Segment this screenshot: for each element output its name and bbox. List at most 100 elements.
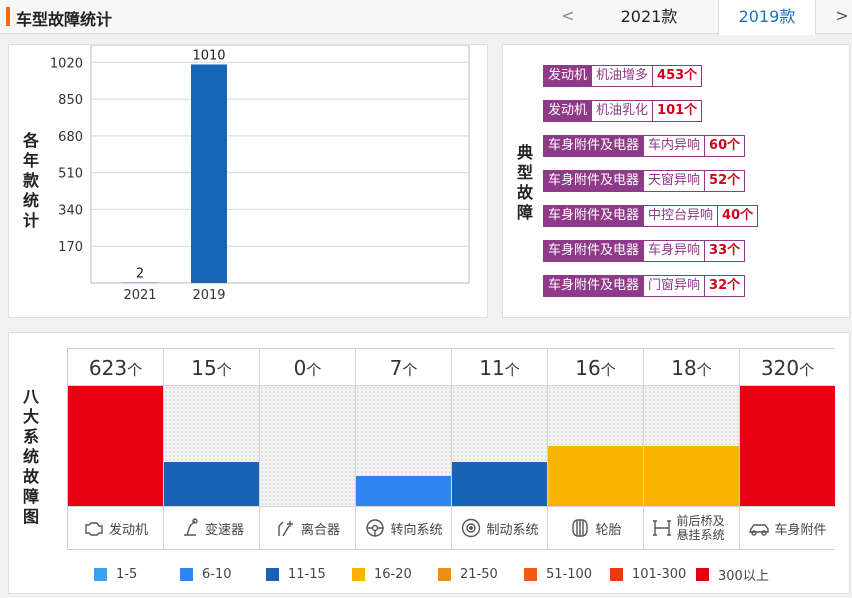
fault-category: 车身附件及电器	[543, 275, 645, 297]
fault-category: 车身附件及电器	[543, 170, 645, 192]
legend-item: 51-100	[524, 566, 610, 582]
legend-label: 11-15	[288, 566, 326, 582]
system-count: 623个	[68, 349, 163, 386]
eight-systems-panel: 八大系统故障图 623个 发动机 15个 变速器 0个 离合器 7个 转向系统 11个 制动系统 1…	[8, 332, 850, 594]
system-count-value: 16	[575, 356, 601, 380]
fault-name: 机油增多	[592, 65, 654, 87]
system-count-unit: 个	[127, 361, 143, 379]
system-count: 18个	[644, 349, 739, 386]
fault-item[interactable]: 车身附件及电器 门窗异响 32个	[543, 275, 746, 297]
system-label: 制动系统	[452, 506, 547, 549]
legend-swatch	[438, 567, 451, 581]
y-tick-label: 680	[58, 130, 83, 145]
system-column[interactable]: 0个离合器	[260, 349, 356, 549]
system-count-value: 7	[389, 356, 403, 380]
year-bar-chart: 170 340 510 680 850 1020 2 2021 1010 2019	[50, 45, 470, 303]
system-count: 7个	[356, 349, 451, 386]
system-level-fill	[548, 446, 643, 506]
system-count: 0个	[260, 349, 355, 386]
system-column[interactable]: 7个 转向系统	[356, 349, 452, 549]
system-count: 15个	[164, 349, 259, 386]
year-stats-label: 各年款统计	[22, 131, 39, 230]
system-count-value: 0	[293, 356, 307, 380]
fault-count: 52个	[705, 170, 746, 192]
tire-icon	[572, 519, 589, 537]
fault-count: 40个	[718, 205, 759, 227]
bar-value-label: 2	[136, 267, 144, 282]
fault-item[interactable]: 发动机 机油增多 453个	[543, 65, 703, 87]
y-tick-label: 340	[58, 203, 83, 218]
legend-label: 6-10	[202, 566, 232, 582]
plot-frame	[90, 45, 470, 284]
system-count-unit: 个	[799, 361, 815, 379]
x-tick-label: 2019	[192, 288, 225, 303]
system-column[interactable]: 18个 前后桥及悬挂系统	[644, 349, 740, 549]
fault-count: 101个	[653, 100, 703, 122]
system-label: 离合器	[260, 506, 355, 549]
typical-faults-panel: 典型故障 发动机 机油增多 453个 发动机 机油乳化 101个车身附件及电器 车内异响 60…	[502, 44, 850, 318]
system-column[interactable]: 623个发动机	[68, 349, 164, 549]
fault-item[interactable]: 发动机 机油乳化 101个	[543, 100, 703, 122]
systems-grid: 623个 发动机 15个 变速器 0个 离合器 7个 转向系统 11个 制动系统 16个 轮胎 18个前…	[67, 348, 835, 550]
fault-count: 33个	[705, 240, 746, 262]
prev-tab-button[interactable]: <	[561, 6, 575, 25]
legend-label: 51-100	[546, 566, 593, 582]
fault-name: 中控台异响	[644, 205, 719, 227]
legend-label: 1-5	[116, 566, 138, 582]
system-count: 16个	[548, 349, 643, 386]
system-name: 轮胎	[595, 522, 622, 538]
fault-item[interactable]: 车身附件及电器 车身异响 33个	[543, 240, 746, 262]
system-count-value: 15	[191, 356, 217, 380]
system-count-unit: 个	[504, 361, 520, 379]
fault-name: 车身异响	[644, 240, 706, 262]
legend-label: 16-20	[374, 566, 412, 582]
engine-icon	[85, 522, 103, 536]
system-level-fill	[356, 476, 451, 506]
system-count-unit: 个	[306, 361, 322, 379]
legend-swatch	[266, 567, 279, 581]
steering-wheel-icon	[366, 519, 385, 537]
system-level-area	[548, 386, 643, 506]
header-bar: 车型故障统计 < 2021款 2019款 >	[0, 0, 852, 35]
system-name: 制动系统	[486, 522, 539, 538]
system-level-fill	[452, 461, 547, 506]
fault-item[interactable]: 车身附件及电器 天窗异响 52个	[543, 170, 746, 192]
system-column[interactable]: 15个变速器	[164, 349, 260, 549]
system-count-value: 11	[479, 356, 505, 380]
system-column[interactable]: 320个 车身附件	[740, 349, 836, 549]
system-count-value: 18	[671, 356, 697, 380]
legend-swatch	[180, 567, 193, 581]
clutch-pedal-icon	[278, 521, 293, 537]
fault-item[interactable]: 车身附件及电器 中控台异响 40个	[543, 205, 759, 227]
system-level-area	[740, 386, 835, 506]
eight-systems-label: 八大系统故障图	[22, 387, 39, 526]
y-tick-label: 1020	[50, 56, 83, 71]
system-name: 车身附件	[774, 522, 827, 538]
suspension-icon	[652, 520, 671, 536]
system-column[interactable]: 16个轮胎	[548, 349, 644, 549]
system-label: 发动机	[68, 506, 163, 549]
system-column[interactable]: 11个制动系统	[452, 349, 548, 549]
system-level-area	[644, 386, 739, 506]
system-label: 变速器	[164, 506, 259, 549]
next-tab-button[interactable]: >	[835, 6, 849, 25]
fault-count: 60个	[705, 135, 746, 157]
system-level-area	[164, 386, 259, 506]
system-count: 11个	[452, 349, 547, 386]
system-count-unit: 个	[216, 361, 232, 379]
fault-name: 天窗异响	[644, 170, 706, 192]
system-level-area	[260, 386, 355, 506]
system-level-fill	[644, 446, 739, 506]
typical-faults-label: 典型故障	[516, 143, 533, 222]
fault-category: 发动机	[543, 65, 593, 87]
fault-name: 门窗异响	[644, 275, 706, 297]
tab-2019[interactable]: 2019款	[718, 0, 816, 35]
fault-category: 车身附件及电器	[543, 240, 645, 262]
legend-swatch	[94, 567, 107, 581]
bar-2019	[191, 64, 227, 284]
tab-2021[interactable]: 2021款	[620, 7, 678, 26]
car-body-icon	[749, 524, 770, 536]
system-count-unit: 个	[600, 361, 616, 379]
system-level-fill	[68, 386, 163, 506]
fault-item[interactable]: 车身附件及电器 车内异响 60个	[543, 135, 746, 157]
